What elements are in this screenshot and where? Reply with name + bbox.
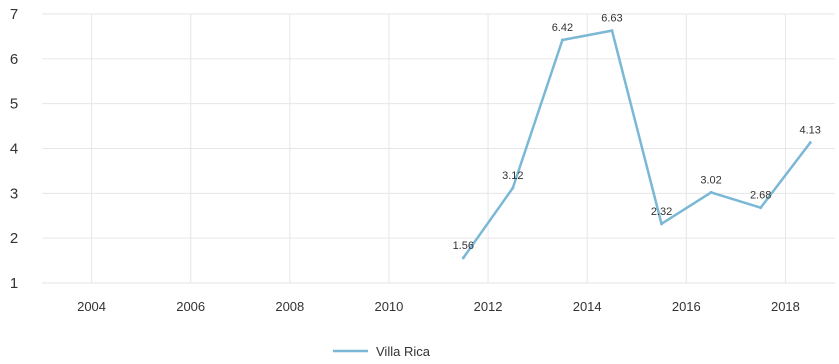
data-point[interactable] — [461, 256, 465, 260]
data-label: 3.02 — [700, 174, 721, 186]
y-tick-label: 5 — [10, 96, 18, 113]
series-line[interactable] — [462, 29, 812, 260]
data-point[interactable] — [660, 222, 664, 226]
data-label: 2.68 — [750, 190, 771, 202]
x-tick-label: 2006 — [176, 299, 205, 314]
x-tick-label: 2014 — [573, 299, 602, 314]
data-label: 3.12 — [502, 170, 523, 182]
x-tick-label: 2018 — [771, 299, 800, 314]
y-tick-label: 7 — [10, 6, 18, 23]
x-tick-label: 2010 — [374, 299, 403, 314]
y-tick-label: 6 — [10, 51, 18, 68]
x-axis-ticks: 2004 2006 2008 2010 2012 2014 2016 2018 — [77, 299, 800, 314]
data-point[interactable] — [759, 206, 763, 210]
data-point[interactable] — [511, 186, 515, 190]
data-point[interactable] — [709, 190, 713, 194]
data-point[interactable] — [808, 141, 812, 145]
y-axis-ticks: 1 2 3 4 5 6 7 — [10, 6, 18, 292]
series-layer — [461, 29, 812, 260]
y-tick-label: 4 — [10, 141, 18, 158]
legend-label: Villa Rica — [376, 344, 431, 359]
data-label: 6.42 — [552, 22, 573, 34]
y-tick-label: 2 — [10, 230, 18, 247]
y-tick-label: 1 — [10, 275, 18, 292]
data-labels: 1.56 3.12 6.42 6.63 2.32 3.02 2.68 4.13 — [453, 13, 821, 252]
data-label: 2.32 — [651, 206, 672, 218]
data-point[interactable] — [560, 38, 564, 42]
x-tick-label: 2012 — [474, 299, 503, 314]
data-label: 1.56 — [453, 240, 474, 252]
grid — [42, 13, 835, 284]
data-label: 4.13 — [800, 125, 821, 137]
x-tick-label: 2004 — [77, 299, 106, 314]
data-point[interactable] — [610, 29, 614, 33]
legend[interactable]: Villa Rica — [333, 344, 431, 359]
x-tick-label: 2016 — [672, 299, 701, 314]
x-tick-label: 2008 — [275, 299, 304, 314]
data-label: 6.63 — [601, 13, 622, 25]
y-tick-label: 3 — [10, 185, 18, 202]
